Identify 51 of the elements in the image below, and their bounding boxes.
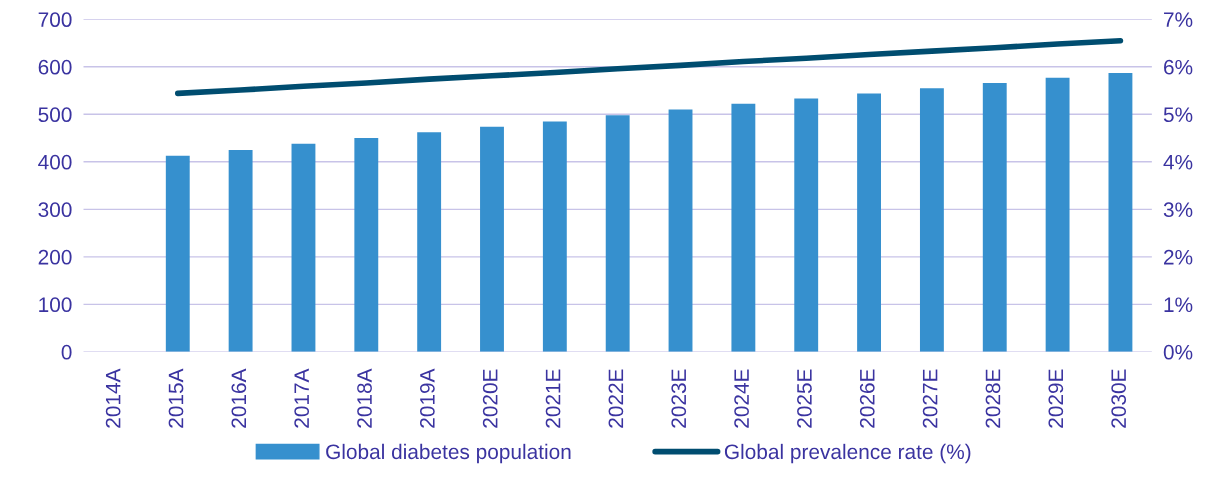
bar xyxy=(1045,77,1070,352)
y2-tick-label: 5% xyxy=(1163,107,1193,123)
bar xyxy=(919,88,944,352)
legend-label: Global diabetes population xyxy=(326,443,571,464)
y-tick-label: 600 xyxy=(38,59,72,75)
bar xyxy=(605,115,630,352)
bar xyxy=(291,143,316,352)
y2-tick-label: 1% xyxy=(1164,297,1193,313)
y-tick-label: 0 xyxy=(61,344,72,360)
x-tick-label: 2016A xyxy=(231,368,247,428)
x-tick-label: 2028E xyxy=(985,369,1001,428)
x-tick-label: 2019A xyxy=(419,368,435,428)
y-tick-label: 700 xyxy=(38,12,72,28)
y-tick-label: 100 xyxy=(39,297,72,313)
x-tick-label: 2024E xyxy=(734,369,749,428)
x-tick-label: 2017A xyxy=(294,368,310,428)
x-tick-label: 2029E xyxy=(1048,369,1064,428)
bar xyxy=(542,121,567,352)
x-tick-label: 2026E xyxy=(859,369,875,428)
bar xyxy=(1108,72,1133,352)
bar xyxy=(731,103,756,352)
y2-tick-label: 6% xyxy=(1164,59,1193,75)
bar xyxy=(668,109,693,352)
bar xyxy=(417,132,442,352)
x-tick-label: 2023E xyxy=(671,369,687,428)
bar xyxy=(228,149,253,352)
y2-tick-label: 0% xyxy=(1163,344,1193,360)
bar xyxy=(354,138,379,352)
y2-tick-label: 7% xyxy=(1164,12,1193,27)
x-tick-label: 2020E xyxy=(482,369,498,428)
x-tick-label: 2015A xyxy=(168,368,184,428)
y2-tick-label: 4% xyxy=(1163,154,1193,170)
bar xyxy=(982,82,1007,352)
x-tick-label: 2014A xyxy=(105,368,121,428)
x-tick-label: 2022E xyxy=(608,369,624,428)
y-tick-label: 400 xyxy=(38,154,72,170)
x-tick-label: 2021E xyxy=(545,369,561,428)
bar xyxy=(480,126,504,352)
y-tick-label: 300 xyxy=(38,202,72,218)
y2-tick-label: 3% xyxy=(1163,202,1193,218)
x-tick-label: 2018A xyxy=(357,368,372,428)
bar xyxy=(794,98,819,352)
x-tick-label: 2025E xyxy=(797,369,812,428)
bar xyxy=(857,93,881,352)
bar xyxy=(165,155,190,352)
y-tick-label: 500 xyxy=(38,107,72,123)
y2-tick-label: 2% xyxy=(1164,249,1193,265)
x-tick-label: 2027E xyxy=(922,369,938,428)
y-tick-label: 200 xyxy=(38,249,72,265)
legend-label: Global prevalence rate (%) xyxy=(724,443,971,464)
x-tick-label: 2030E xyxy=(1111,369,1127,428)
